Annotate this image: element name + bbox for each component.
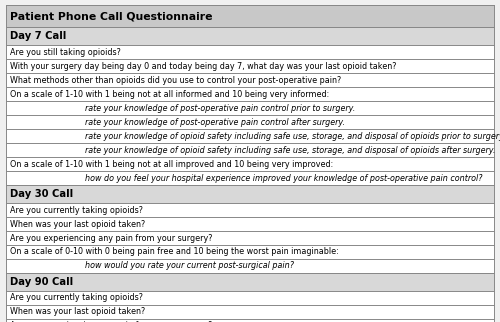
Text: rate your knowledge of post-operative pain control prior to surgery.: rate your knowledge of post-operative pa… xyxy=(85,103,355,112)
Text: What methods other than opioids did you use to control your post-operative pain?: What methods other than opioids did you … xyxy=(10,75,341,84)
Text: With your surgery day being day 0 and today being day 7, what day was your last : With your surgery day being day 0 and to… xyxy=(10,62,396,71)
Bar xyxy=(6,27,494,45)
Text: rate your knowledge of opioid safety including safe use, storage, and disposal o: rate your knowledge of opioid safety inc… xyxy=(85,131,500,140)
Bar xyxy=(6,157,494,171)
Text: Patient Phone Call Questionnaire: Patient Phone Call Questionnaire xyxy=(10,11,212,21)
Text: how do you feel your hospital experience improved your knowledge of post-operati: how do you feel your hospital experience… xyxy=(85,174,482,183)
Text: Are you experiencing any pain from your surgery?: Are you experiencing any pain from your … xyxy=(10,321,212,322)
Bar xyxy=(6,115,494,129)
Bar xyxy=(6,319,494,322)
Text: Day 30 Call: Day 30 Call xyxy=(10,189,73,199)
Bar xyxy=(6,231,494,245)
Text: Day 7 Call: Day 7 Call xyxy=(10,31,66,41)
Bar xyxy=(6,259,494,273)
Text: On a scale of 1-10 with 1 being not at all improved and 10 being very improved:: On a scale of 1-10 with 1 being not at a… xyxy=(10,159,333,168)
Text: Are you still taking opioids?: Are you still taking opioids? xyxy=(10,48,121,56)
Bar xyxy=(6,129,494,143)
Bar xyxy=(6,101,494,115)
Text: When was your last opioid taken?: When was your last opioid taken? xyxy=(10,220,145,229)
Bar xyxy=(6,59,494,73)
Bar xyxy=(6,203,494,217)
Bar xyxy=(6,217,494,231)
Bar xyxy=(6,5,494,27)
Text: Day 90 Call: Day 90 Call xyxy=(10,277,73,287)
Text: rate your knowledge of post-operative pain control after surgery.: rate your knowledge of post-operative pa… xyxy=(85,118,345,127)
Text: rate your knowledge of opioid safety including safe use, storage, and disposal o: rate your knowledge of opioid safety inc… xyxy=(85,146,496,155)
Bar xyxy=(6,305,494,319)
Text: On a scale of 0-10 with 0 being pain free and 10 being the worst pain imaginable: On a scale of 0-10 with 0 being pain fre… xyxy=(10,248,339,257)
Text: When was your last opioid taken?: When was your last opioid taken? xyxy=(10,308,145,317)
Text: Are you currently taking opioids?: Are you currently taking opioids? xyxy=(10,205,143,214)
Bar xyxy=(6,73,494,87)
Bar xyxy=(6,45,494,59)
Bar xyxy=(6,291,494,305)
Bar xyxy=(6,171,494,185)
Text: On a scale of 1-10 with 1 being not at all informed and 10 being very informed:: On a scale of 1-10 with 1 being not at a… xyxy=(10,90,329,99)
Bar xyxy=(6,245,494,259)
Bar xyxy=(6,87,494,101)
Bar xyxy=(6,143,494,157)
Bar xyxy=(6,185,494,203)
Bar xyxy=(6,273,494,291)
Text: Are you experiencing any pain from your surgery?: Are you experiencing any pain from your … xyxy=(10,233,212,242)
Text: Are you currently taking opioids?: Are you currently taking opioids? xyxy=(10,293,143,302)
Text: how would you rate your current post-surgical pain?: how would you rate your current post-sur… xyxy=(85,261,294,270)
